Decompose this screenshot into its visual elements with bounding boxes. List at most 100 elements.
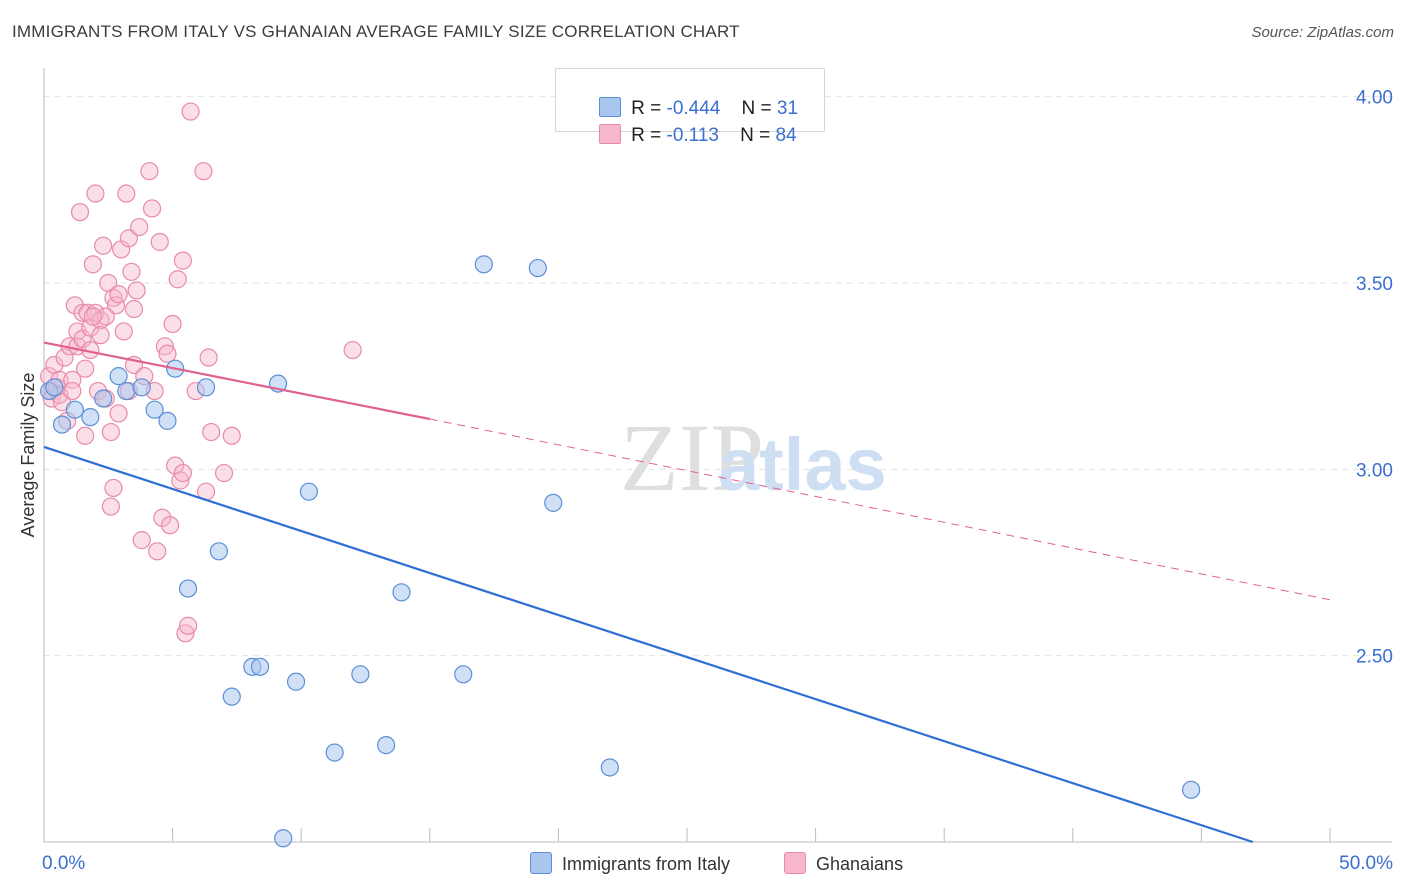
ghana-point-48 — [132, 531, 151, 550]
ghana-point-25 — [86, 184, 105, 203]
y-tick-label-3: 4.00 — [1356, 88, 1393, 109]
legend-italy-n-label: N = — [741, 98, 777, 119]
italy-point-20 — [286, 672, 306, 691]
ghana-point-71 — [199, 348, 218, 367]
italy-point-19 — [274, 829, 293, 848]
ghana-point-37 — [106, 296, 126, 315]
source-label: Source: ZipAtlas.com — [1251, 24, 1394, 41]
legend-ghana-n-label: N = — [740, 125, 776, 146]
legend-swatch-ghana — [599, 124, 622, 144]
italy-point-6 — [109, 367, 128, 386]
ghana-point-34 — [101, 422, 120, 442]
ghana-point-50 — [140, 162, 159, 181]
ghana-point-62 — [171, 471, 190, 490]
bottom-legend-ghana: Ghanaians — [784, 852, 903, 875]
legend-italy-r-value: -0.444 — [666, 98, 721, 119]
italy-point-17 — [250, 657, 270, 676]
ghana-point-53 — [148, 542, 167, 561]
italy-point-25 — [392, 583, 411, 602]
ghana-point-61 — [168, 270, 187, 289]
y-tick-label-2: 3.50 — [1356, 274, 1393, 295]
ghana-point-66 — [178, 616, 198, 635]
italy-point-9 — [145, 400, 164, 419]
ghana-point-45 — [124, 299, 144, 319]
ghana-point-36 — [104, 478, 123, 498]
watermark-atlas: atlas — [718, 423, 887, 506]
tick-labels: 2.50 3.00 3.50 4.00 0.0% 50.0% — [42, 88, 1393, 874]
ghana-point-8 — [55, 348, 74, 367]
ghana-point-40 — [114, 322, 133, 341]
ghana-point-16 — [70, 203, 90, 222]
ghana-point-30 — [94, 236, 113, 255]
legend-ghana-n-value: 84 — [775, 125, 797, 146]
ghana-point-43 — [122, 262, 141, 281]
ghana-point-64 — [173, 251, 192, 270]
italy-point-8 — [132, 378, 151, 397]
ghana-trend-line — [43, 341, 431, 421]
italy-point-3 — [65, 400, 84, 419]
ghana-point-77 — [83, 307, 102, 326]
ghana-point-75 — [343, 340, 362, 360]
axes — [43, 68, 1392, 843]
ghana-point-56 — [155, 337, 174, 356]
ghana-point-38 — [109, 404, 128, 423]
ghana-point-19 — [76, 359, 95, 378]
ghana-point-55 — [153, 508, 172, 527]
ghana-point-42 — [119, 229, 138, 248]
correlation-legend: R = -0.444 N = 31 R = -0.113 N = 84 — [555, 68, 825, 146]
ghana-point-63 — [173, 463, 192, 483]
ghana-point-54 — [150, 232, 169, 252]
legend-italy-r-label: R = — [631, 98, 667, 119]
italy-point-10 — [158, 411, 177, 430]
ghana-point-78 — [109, 285, 128, 304]
ghana-point-59 — [163, 314, 182, 334]
gridlines — [44, 96, 1392, 657]
ghana-point-67 — [181, 102, 200, 121]
x-tick-label-1: 50.0% — [1339, 853, 1393, 874]
ghana-point-41 — [117, 184, 136, 203]
italy-point-31 — [1182, 780, 1201, 799]
y-tick-label-1: 3.00 — [1356, 460, 1393, 481]
ghana-point-74 — [222, 426, 241, 445]
series-ghanaians — [40, 102, 362, 643]
ghana-point-58 — [160, 516, 180, 535]
italy-point-7 — [117, 381, 136, 401]
italy-point-24 — [376, 736, 396, 755]
ghana-point-72 — [202, 422, 221, 442]
italy-point-14 — [209, 542, 228, 561]
ghana-point-69 — [194, 162, 213, 181]
bottom-legend-italy: Immigrants from Italy — [530, 852, 730, 875]
y-tick-label-0: 2.50 — [1356, 647, 1393, 668]
ghana-point-24 — [83, 255, 102, 274]
italy-point-21 — [299, 482, 319, 501]
y-axis-label: Average Family Size — [18, 373, 38, 538]
bottom-legend-italy-label: Immigrants from Italy — [562, 854, 731, 874]
italy-point-1 — [45, 378, 64, 397]
italy-point-2 — [52, 415, 72, 434]
legend-row-ghana: R = -0.113 N = 84 — [578, 102, 797, 146]
italy-point-12 — [196, 378, 216, 397]
legend-row-italy: R = -0.444 N = 31 — [578, 75, 798, 119]
italy-point-29 — [544, 493, 563, 512]
italy-point-27 — [474, 255, 493, 274]
ghana-point-47 — [130, 217, 149, 237]
watermark-zip: ZIP — [620, 404, 764, 511]
legend-ghana-r-value: -0.113 — [666, 125, 719, 146]
bottom-legend-ghana-label: Ghanaians — [816, 854, 904, 874]
italy-point-22 — [325, 743, 344, 762]
italy-point-28 — [528, 258, 547, 278]
ghana-point-12 — [63, 381, 82, 401]
italy-point-26 — [454, 665, 473, 684]
italy-point-13 — [178, 579, 198, 598]
ghana-point-73 — [214, 463, 234, 483]
ghana-point-17 — [73, 303, 92, 322]
italy-point-5 — [94, 389, 113, 408]
ghana-point-65 — [176, 624, 195, 643]
italy-trend-line — [43, 445, 1254, 844]
legend-swatch-italy — [599, 97, 622, 117]
legend-italy-n-value: 31 — [776, 98, 799, 119]
italy-point-4 — [81, 408, 100, 427]
italy-point-15 — [222, 687, 241, 706]
italy-point-23 — [351, 665, 370, 684]
